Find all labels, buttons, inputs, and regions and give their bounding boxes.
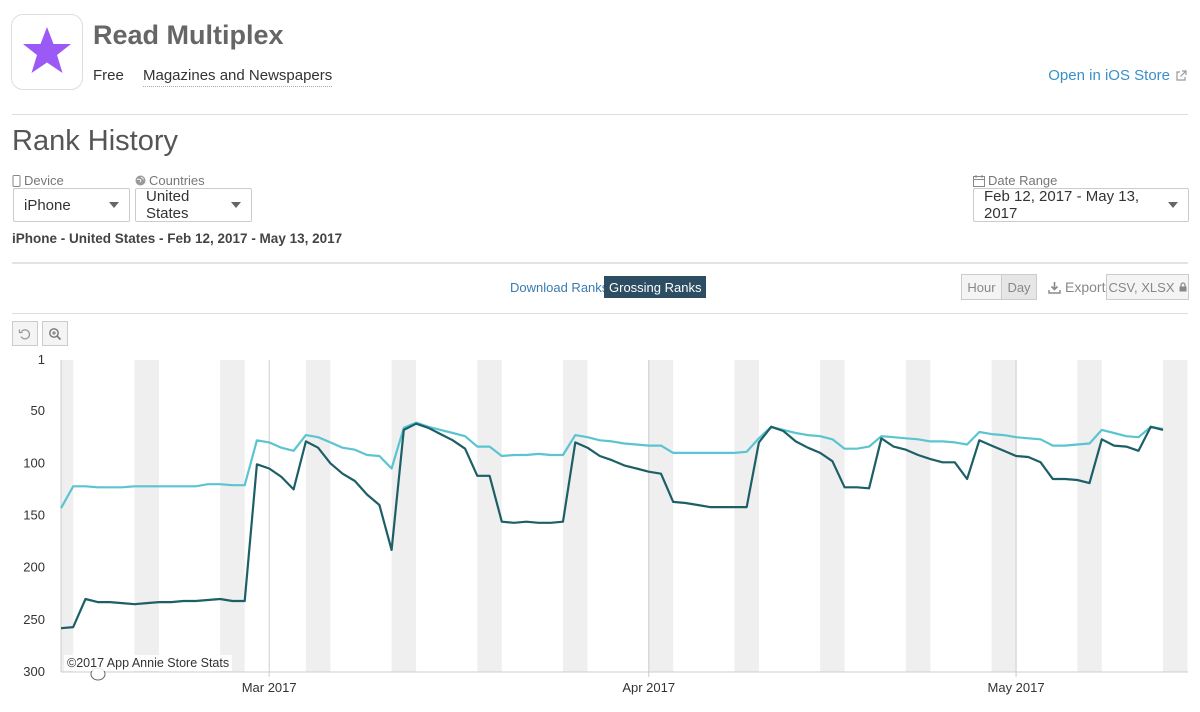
- weekend-band: [305, 360, 331, 672]
- app-price: Free: [93, 67, 124, 84]
- date-range-label-text: Date Range: [988, 173, 1058, 188]
- weekend-band: [563, 360, 588, 672]
- y-tick-label: 100: [23, 455, 45, 470]
- calendar-icon: [973, 174, 985, 187]
- filter-summary: iPhone - United States - Feb 12, 2017 - …: [12, 231, 343, 246]
- weekend-band: [220, 360, 245, 672]
- device-label-text: Device: [24, 173, 64, 188]
- weekend-band: [991, 360, 1017, 672]
- y-tick-label: 250: [23, 612, 45, 627]
- open-in-ios-store-link[interactable]: Open in iOS Store: [1048, 67, 1187, 84]
- app-icon: [11, 14, 83, 90]
- weekend-band: [1077, 360, 1102, 672]
- device-label: Device: [12, 173, 64, 188]
- y-tick-label: 50: [31, 403, 45, 418]
- countries-select-value: United States: [146, 188, 190, 222]
- controls-divider: [12, 313, 1188, 314]
- y-tick-label: 200: [23, 560, 45, 575]
- reset-zoom-button[interactable]: [12, 321, 38, 346]
- app-category-link[interactable]: Magazines and Newspapers: [143, 67, 333, 87]
- date-range-value: Feb 12, 2017 - May 13, 2017: [984, 188, 1140, 222]
- download-icon: [1048, 281, 1061, 294]
- weekend-band: [820, 360, 845, 672]
- date-range-label: Date Range: [973, 173, 1057, 188]
- export-text: Export: [1065, 279, 1106, 295]
- chevron-down-icon: [109, 202, 119, 208]
- csv-xlsx-button[interactable]: CSV, XLSX: [1106, 274, 1189, 300]
- lock-icon: [1179, 282, 1186, 292]
- x-tick-label: Mar 2017: [242, 680, 297, 695]
- globe-icon: [135, 175, 146, 186]
- weekend-band: [61, 360, 74, 672]
- undo-icon: [18, 328, 31, 339]
- app-title: Read Multiplex: [93, 20, 284, 50]
- countries-label: Countries: [135, 173, 205, 188]
- device-select-value: iPhone: [24, 196, 71, 214]
- weekend-band: [1163, 360, 1188, 672]
- open-in-ios-store-label: Open in iOS Store: [1048, 67, 1170, 84]
- y-tick-label: 300: [23, 664, 45, 679]
- external-link-icon: [1176, 69, 1187, 81]
- chevron-down-icon: [231, 202, 241, 208]
- copyright-text: ©2017 App Annie Store Stats: [64, 655, 233, 671]
- day-button[interactable]: Day: [1001, 274, 1037, 300]
- y-tick-label: 150: [23, 507, 45, 522]
- zoom-button[interactable]: [42, 321, 68, 346]
- x-tick-label: May 2017: [988, 680, 1045, 695]
- device-select[interactable]: iPhone: [13, 188, 130, 222]
- chevron-down-icon: [1168, 202, 1178, 208]
- export-label[interactable]: Export: [1048, 279, 1105, 295]
- date-range-select[interactable]: Feb 12, 2017 - May 13, 2017: [973, 188, 1189, 222]
- summary-divider: [12, 262, 1188, 264]
- header-divider: [12, 114, 1188, 115]
- series-line-2: [60, 422, 1164, 630]
- csv-xlsx-label: CSV, XLSX: [1108, 279, 1175, 295]
- weekend-band: [734, 360, 759, 672]
- weekend-band: [905, 360, 931, 672]
- purple-star-icon: [23, 27, 71, 73]
- x-tick-label: Apr 2017: [622, 680, 675, 695]
- countries-select[interactable]: United States: [135, 188, 252, 222]
- zoom-in-icon: [49, 327, 62, 340]
- series-line-1: [60, 421, 1164, 509]
- y-tick-label: 1: [38, 352, 45, 367]
- hour-button[interactable]: Hour: [961, 274, 1002, 300]
- countries-label-text: Countries: [149, 173, 205, 188]
- section-title: Rank History: [12, 125, 178, 157]
- weekend-band: [134, 360, 159, 672]
- tab-grossing-ranks[interactable]: Grossing Ranks: [604, 276, 707, 298]
- tab-download-ranks[interactable]: Download Ranks: [510, 279, 609, 295]
- weekend-band: [648, 360, 674, 672]
- weekend-band: [477, 360, 502, 672]
- phone-icon: [12, 174, 21, 187]
